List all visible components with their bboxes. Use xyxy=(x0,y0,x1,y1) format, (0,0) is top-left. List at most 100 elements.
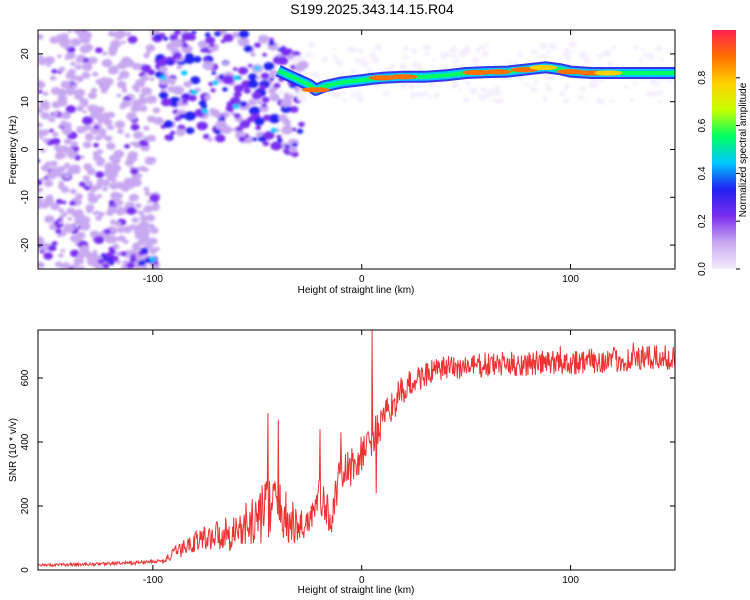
spectral-blob xyxy=(140,247,148,253)
spectral-blob xyxy=(182,43,189,48)
spectral-blob xyxy=(170,130,176,135)
spectral-blob xyxy=(128,193,139,202)
spectral-blob xyxy=(651,91,658,97)
spectral-blob xyxy=(210,88,216,93)
spectral-blob xyxy=(176,65,183,70)
spectral-blob xyxy=(215,120,227,130)
spectral-blob xyxy=(335,59,344,67)
spectral-blob xyxy=(281,125,293,135)
spectral-blob xyxy=(247,63,253,68)
spectral-blob xyxy=(270,127,278,133)
spectral-blob xyxy=(294,63,305,73)
spectral-blob xyxy=(184,111,196,121)
spectral-blob xyxy=(79,181,86,187)
spectral-blob xyxy=(548,42,556,48)
spectral-blob xyxy=(237,66,249,75)
spectral-blob xyxy=(268,87,277,94)
spectral-blob xyxy=(280,98,292,108)
spectral-blob xyxy=(57,99,68,107)
spectral-blob xyxy=(130,254,137,259)
spectral-blob xyxy=(183,80,193,88)
snr-y-tick-label: 400 xyxy=(20,433,31,450)
spectral-blob xyxy=(596,98,605,105)
spectral-blob xyxy=(95,215,103,221)
spectral-blob xyxy=(149,77,155,81)
spectral-blob xyxy=(46,63,51,67)
spectral-blob xyxy=(191,89,198,95)
spectral-blob xyxy=(161,98,172,107)
spectral-blob xyxy=(239,101,248,107)
spectral-blob xyxy=(260,72,270,80)
spectral-blob xyxy=(243,45,253,53)
spectral-blob xyxy=(298,121,305,128)
spectral-blob xyxy=(427,95,433,100)
spectral-blob xyxy=(63,162,71,168)
spectral-blob xyxy=(201,104,208,109)
spectral-blob xyxy=(132,245,138,250)
spectral-blob xyxy=(494,90,502,96)
spectral-blob xyxy=(38,187,43,193)
spectral-blob xyxy=(131,178,142,187)
spectral-blob xyxy=(69,188,77,195)
spectrogram-y-tick-label: 20 xyxy=(20,48,31,60)
snr-y-tick-label: 200 xyxy=(20,497,31,514)
spectral-blob xyxy=(64,122,72,128)
spectral-blob xyxy=(57,233,63,238)
spectral-blob xyxy=(202,133,210,140)
spectral-blob xyxy=(233,91,242,98)
spectral-blob xyxy=(148,237,158,245)
spectral-blob xyxy=(484,43,490,47)
spectral-blob xyxy=(38,179,43,186)
spectral-blob xyxy=(185,127,195,134)
spectral-blob xyxy=(116,30,125,36)
spectral-blob xyxy=(263,62,275,71)
spectral-blob xyxy=(458,87,463,91)
ridge-peak xyxy=(594,70,623,76)
spectral-blob xyxy=(60,145,70,153)
spectral-blob xyxy=(70,141,79,147)
spectral-blob xyxy=(38,135,44,140)
spectral-blob xyxy=(89,94,94,98)
spectral-blob xyxy=(262,52,268,57)
spectral-blob xyxy=(478,94,483,98)
spectral-blob xyxy=(51,69,58,74)
spectral-blob xyxy=(269,93,280,102)
spectral-blob xyxy=(254,42,261,48)
spectral-blob xyxy=(252,137,258,142)
spectral-blob xyxy=(268,40,275,46)
spectral-blob xyxy=(201,108,209,114)
spectral-blob xyxy=(104,135,113,142)
spectral-blob xyxy=(543,53,549,58)
spectral-blob xyxy=(415,92,424,98)
spectral-blob xyxy=(141,64,152,73)
spectral-blob xyxy=(55,228,62,234)
spectral-blob xyxy=(98,211,105,217)
spectral-blob xyxy=(149,194,160,202)
spectral-blob xyxy=(332,47,336,51)
spectral-blob xyxy=(190,76,201,85)
spectrogram-x-label: Height of straight line (km) xyxy=(298,285,415,296)
spectral-blob xyxy=(180,70,188,76)
spectral-blob xyxy=(559,91,566,97)
spectrogram-y-ticks: -20 -10 0 10 20 xyxy=(20,48,675,252)
spectral-blob xyxy=(67,86,76,93)
spectral-blob xyxy=(277,56,289,66)
spectral-blob xyxy=(61,262,71,269)
spectral-blob xyxy=(102,186,109,192)
spectral-blob xyxy=(288,146,298,153)
spectral-blob xyxy=(611,46,616,50)
spectral-blob xyxy=(38,159,41,163)
spectral-blob xyxy=(121,185,130,192)
spectral-blob xyxy=(471,57,480,64)
spectral-blob xyxy=(578,51,587,58)
spectral-blob xyxy=(52,111,59,116)
spectrogram-y-tick-label: -20 xyxy=(20,237,31,252)
spectral-blob xyxy=(117,206,123,211)
spectral-blob xyxy=(126,112,137,121)
spectral-blob xyxy=(584,99,588,103)
spectral-blob xyxy=(524,82,530,87)
spectral-blob xyxy=(579,86,586,92)
spectral-blob xyxy=(114,199,124,207)
spectral-blob xyxy=(220,39,226,44)
spectral-blob xyxy=(563,87,569,91)
